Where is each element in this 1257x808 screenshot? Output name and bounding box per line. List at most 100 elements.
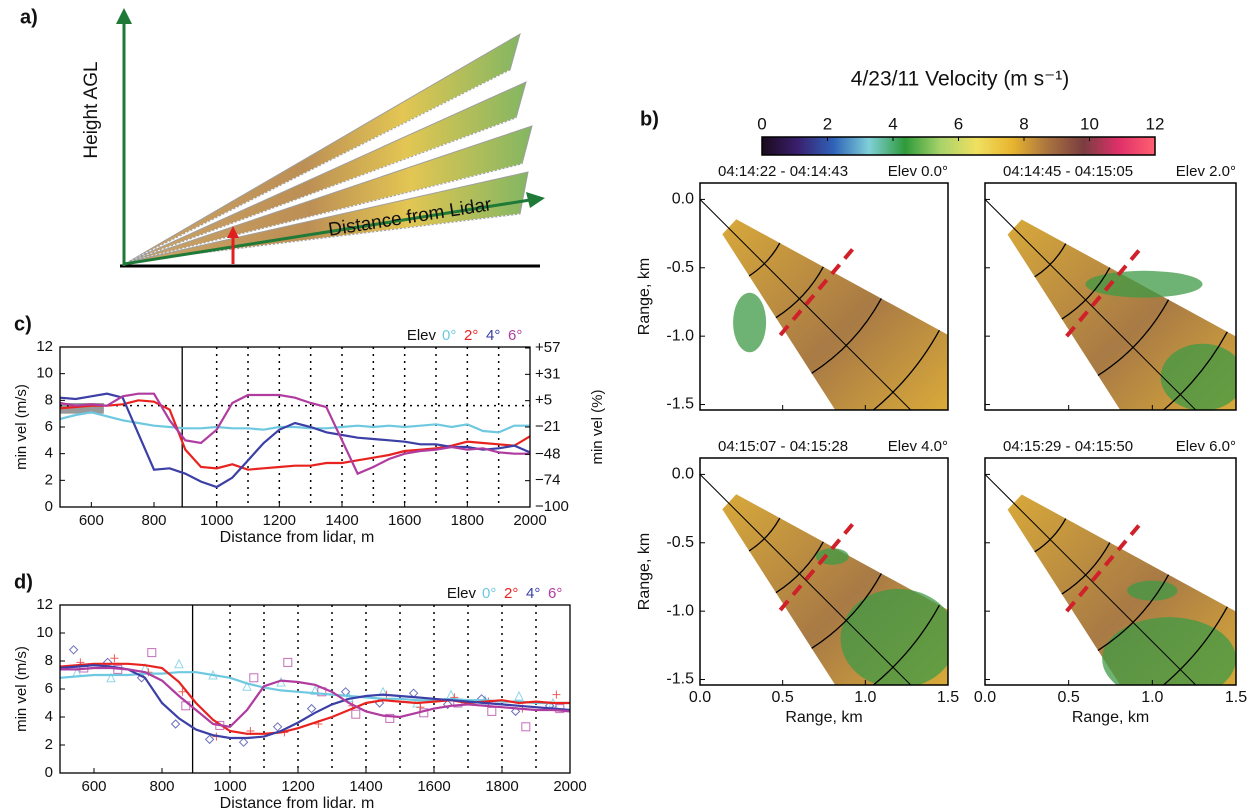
data-point bbox=[170, 719, 181, 729]
series-line bbox=[60, 666, 571, 728]
y-axis-label: Range, km bbox=[636, 258, 653, 335]
data-point bbox=[174, 658, 184, 669]
velocity-field bbox=[722, 219, 948, 410]
x-tick-label: 2000 bbox=[553, 778, 586, 795]
data-point bbox=[238, 737, 249, 747]
panel-elev: Elev 6.0° bbox=[1176, 438, 1236, 455]
x-tick-label: 1800 bbox=[451, 512, 484, 529]
plot-frame bbox=[59, 604, 571, 774]
range-ring bbox=[748, 517, 781, 552]
x-tick-label: 600 bbox=[81, 778, 106, 795]
velocity-patch bbox=[840, 588, 948, 685]
range-ring bbox=[748, 242, 781, 277]
y-tick-label: 10 bbox=[36, 624, 53, 641]
data-point bbox=[552, 690, 561, 699]
y2-tick-label: −48 bbox=[535, 445, 560, 462]
y-axis-label: Height AGL bbox=[81, 61, 102, 158]
range-ring bbox=[1061, 542, 1111, 595]
y-tick-label: 12 bbox=[36, 338, 53, 355]
series-line bbox=[59, 411, 530, 434]
series-line bbox=[59, 671, 570, 705]
range-ring bbox=[1097, 574, 1170, 651]
data-point bbox=[283, 657, 293, 667]
cross-section bbox=[773, 248, 854, 343]
radar-panel bbox=[700, 474, 948, 685]
height-arrow bbox=[116, 8, 132, 24]
x-tick-label: 1200 bbox=[263, 512, 296, 529]
legend-entry: 2° bbox=[464, 327, 478, 344]
shaded-band bbox=[60, 403, 104, 414]
colorbar-tick-label: 6 bbox=[954, 114, 963, 133]
series-line bbox=[59, 662, 570, 735]
colorbar-tick-label: 8 bbox=[1019, 114, 1028, 133]
y2-tick-label: −21 bbox=[535, 418, 560, 435]
radar-panel bbox=[985, 199, 1236, 410]
range-ring bbox=[872, 329, 940, 410]
x-tick-label: 1200 bbox=[281, 778, 314, 795]
y2-axis-label: min vel (%) bbox=[589, 389, 606, 464]
series-line bbox=[59, 664, 571, 740]
scan-edge bbox=[127, 117, 517, 263]
range-ring bbox=[811, 573, 882, 649]
y-tick-label: 8 bbox=[45, 652, 53, 669]
legend-entry: 0° bbox=[442, 327, 456, 344]
series-line bbox=[59, 392, 530, 476]
data-point bbox=[147, 648, 157, 658]
y-tick-label: -1.5 bbox=[666, 671, 694, 688]
y-tick-label: 0 bbox=[45, 498, 53, 515]
panel-label: d) bbox=[14, 571, 33, 593]
y-tick-label: 8 bbox=[45, 391, 53, 408]
y2-tick-label: +57 bbox=[535, 339, 560, 356]
data-point bbox=[351, 709, 361, 719]
x-tick-label: 0.0 bbox=[974, 689, 996, 706]
x-axis-label: Distance from lidar, m bbox=[220, 529, 375, 546]
colorbar-tick-label: 4 bbox=[888, 114, 897, 133]
scan-strip bbox=[127, 81, 527, 263]
panel-label: c) bbox=[14, 313, 32, 335]
x-tick-label: 1400 bbox=[325, 512, 358, 529]
range-ring bbox=[1162, 331, 1228, 410]
data-point bbox=[510, 706, 521, 717]
y-tick-label: 2 bbox=[45, 736, 53, 753]
radar-panel bbox=[985, 474, 1236, 685]
data-point bbox=[514, 690, 524, 701]
y2-tick-label: +31 bbox=[535, 365, 560, 382]
range-ring bbox=[872, 604, 940, 685]
x-tick-label: 600 bbox=[79, 512, 104, 529]
x-tick-label: 1000 bbox=[213, 778, 246, 795]
center-line bbox=[985, 199, 1197, 410]
x-tick-label: 2000 bbox=[513, 512, 546, 529]
data-point bbox=[378, 686, 388, 697]
y-tick-label: 0.0 bbox=[672, 191, 694, 208]
legend-entry: 6° bbox=[548, 585, 562, 602]
panel-time: 04:14:22 - 04:14:43 bbox=[718, 163, 848, 180]
x-axis-label: Range, km bbox=[1072, 709, 1149, 726]
y2-tick-label: −100 bbox=[535, 498, 569, 515]
range-ring bbox=[775, 541, 824, 594]
data-point bbox=[521, 722, 531, 732]
x-tick-label: 1.0 bbox=[854, 689, 876, 706]
y-axis-label: min vel (m/s) bbox=[13, 646, 30, 732]
legend-title: Elev bbox=[447, 585, 477, 602]
x-tick-label: 800 bbox=[149, 778, 174, 795]
x-tick-label: 1600 bbox=[417, 778, 450, 795]
range-ring bbox=[1034, 518, 1067, 553]
y-tick-label: -1.0 bbox=[666, 602, 694, 619]
y-tick-label: -1.0 bbox=[666, 327, 694, 344]
data-point bbox=[178, 687, 187, 696]
x-tick-label: 1.0 bbox=[1141, 689, 1163, 706]
legend-title: Elev bbox=[407, 327, 437, 344]
data-point bbox=[249, 673, 259, 683]
panel-time: 04:15:07 - 04:15:28 bbox=[718, 438, 848, 455]
center-line bbox=[985, 474, 1197, 685]
panel-frame bbox=[699, 457, 949, 686]
data-point bbox=[204, 734, 215, 745]
data-point bbox=[272, 722, 283, 732]
velocity-patch bbox=[733, 292, 767, 353]
panel-time: 04:15:29 - 04:15:50 bbox=[1003, 438, 1133, 455]
y-tick-label: 4 bbox=[45, 445, 53, 462]
y2-tick-label: +5 bbox=[535, 392, 552, 409]
legend-entry: 0° bbox=[482, 585, 496, 602]
data-point bbox=[242, 681, 252, 691]
scan-edge bbox=[127, 69, 511, 263]
